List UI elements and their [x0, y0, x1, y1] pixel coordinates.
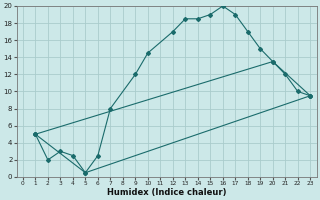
X-axis label: Humidex (Indice chaleur): Humidex (Indice chaleur)	[107, 188, 226, 197]
